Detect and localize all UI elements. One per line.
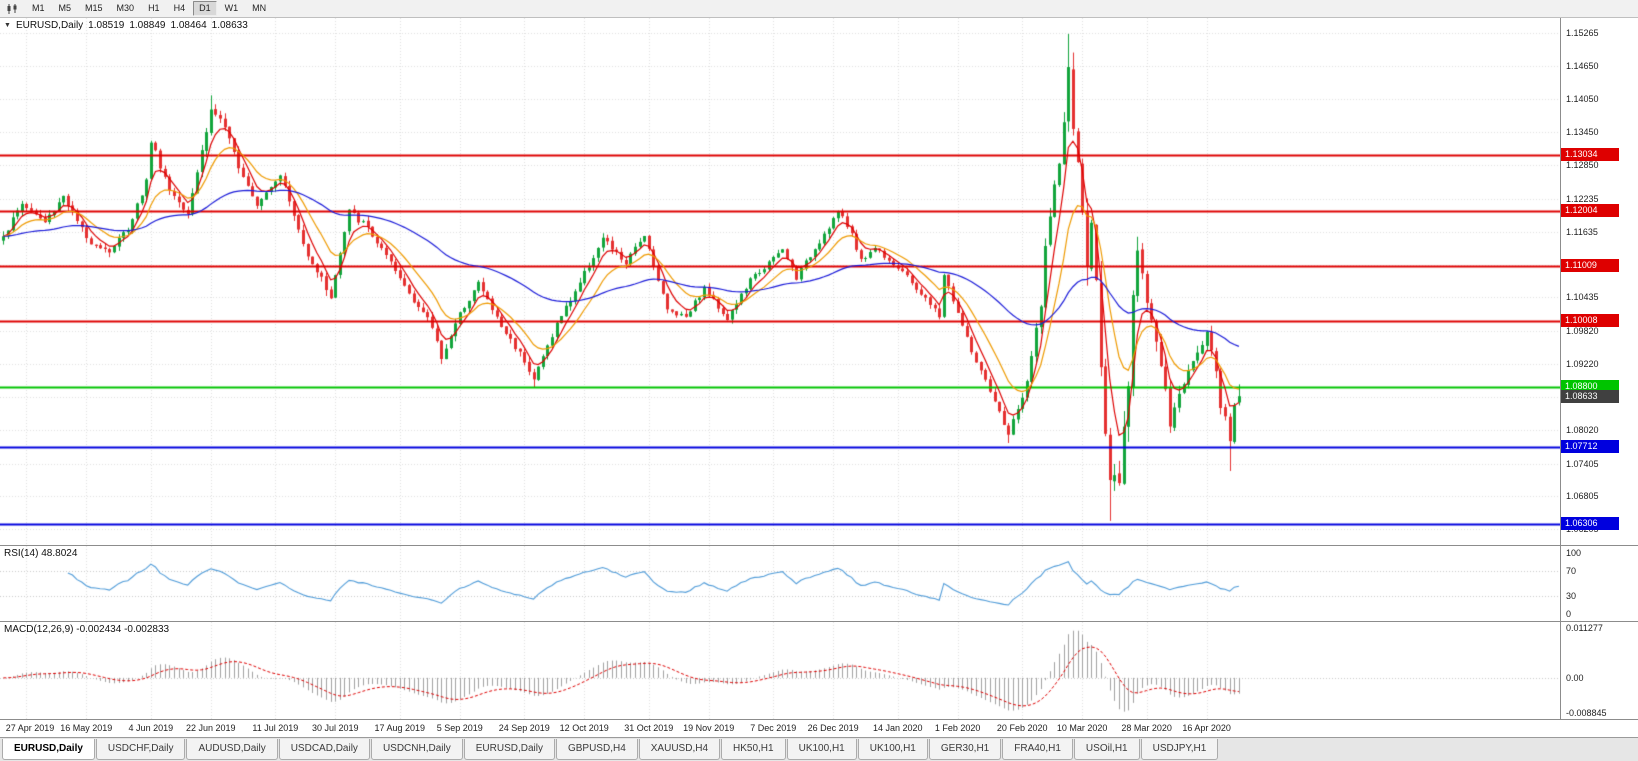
- chart-tab[interactable]: UK100,H1: [857, 739, 928, 760]
- price-axis-tick: 1.15265: [1566, 27, 1599, 38]
- price-level-badge: 1.06306: [1561, 516, 1619, 530]
- date-axis-label: 16 Apr 2020: [1182, 723, 1231, 733]
- date-axis-label: 14 Jan 2020: [872, 723, 923, 733]
- chart-tab[interactable]: HK50,H1: [721, 739, 786, 760]
- macd-axis[interactable]: 0.011277 0.00 -0.008845: [1560, 622, 1638, 719]
- date-axis-label: 27 Apr 2019: [5, 723, 55, 733]
- date-axis-label: 24 Sep 2019: [498, 723, 550, 733]
- timeframe-toolbar: M1 M5 M15 M30 H1 H4 D1 W1 MN: [0, 0, 1638, 18]
- symbol-dropdown-icon: ▼: [4, 22, 11, 29]
- chart-tab[interactable]: UK100,H1: [786, 739, 857, 760]
- date-axis-label: 10 Mar 2020: [1056, 723, 1108, 733]
- timeframe-button-m1[interactable]: M1: [32, 3, 45, 13]
- price-axis-tick: 1.10435: [1566, 292, 1599, 303]
- date-axis-label: 28 Mar 2020: [1121, 723, 1172, 733]
- price-level-badge: 1.08800: [1561, 380, 1619, 394]
- ohlc-high: 1.08849: [129, 20, 166, 31]
- chart-tab[interactable]: USDCHF,Daily: [95, 739, 186, 760]
- chart-tab-bar: EURUSD,Daily USDCHF,Daily AUDUSD,Daily USDC…: [0, 737, 1638, 761]
- timeframe-button-h1[interactable]: H1: [148, 3, 160, 13]
- current-price-badge: 1.08633: [1561, 390, 1619, 404]
- price-level-badge: 1.13034: [1561, 147, 1619, 161]
- timeframe-button-m15[interactable]: M15: [85, 3, 103, 13]
- chart-ohlc-label: ▼ EURUSD,Daily 1.08519 1.08849 1.08464 1…: [4, 20, 248, 31]
- price-axis-tick: 1.14050: [1566, 94, 1599, 105]
- rsi-label: RSI(14) 48.8024: [4, 548, 78, 559]
- date-axis-label: 11 Jul 2019: [252, 723, 299, 733]
- date-axis-label: 12 Oct 2019: [559, 723, 609, 733]
- macd-pane: MACD(12,26,9) -0.002434 -0.002833 0.0112…: [0, 621, 1638, 719]
- timeframe-button-d1[interactable]: D1: [193, 1, 217, 16]
- price-axis[interactable]: 1.15265 1.14650 1.14050 1.13450 1.12850 1.122…: [1560, 18, 1638, 545]
- ohlc-open: 1.08519: [88, 20, 125, 31]
- chart-tab[interactable]: AUDUSD,Daily: [186, 739, 278, 760]
- rsi-axis-tick: 0: [1566, 609, 1572, 619]
- price-axis-tick: 1.06805: [1566, 491, 1599, 502]
- date-axis-label: 7 Dec 2019: [750, 723, 797, 733]
- price-level-badge: 1.07712: [1561, 439, 1619, 453]
- timeframe-button-h4[interactable]: H4: [173, 3, 186, 13]
- date-axis-label: 30 Jul 2019: [311, 723, 359, 733]
- price-axis-tick: 1.11635: [1566, 226, 1598, 237]
- chart-tab[interactable]: EURUSD,Daily: [463, 739, 555, 760]
- price-pane: ▼ EURUSD,Daily 1.08519 1.08849 1.08464 1…: [0, 18, 1638, 545]
- date-axis-label: 26 Dec 2019: [807, 723, 859, 733]
- ohlc-low: 1.08464: [170, 20, 207, 31]
- macd-axis-tick: 0.00: [1566, 672, 1584, 683]
- chart-symbol-label: EURUSD,Daily: [15, 20, 84, 31]
- date-axis-label: 22 Jun 2019: [185, 723, 236, 733]
- price-axis-tick: 1.12235: [1566, 193, 1599, 204]
- timeframe-button-m30[interactable]: M30: [116, 3, 135, 13]
- price-axis-tick: 1.09220: [1566, 359, 1599, 370]
- chart-tab[interactable]: FRA40,H1: [1002, 739, 1073, 760]
- chart-tab[interactable]: XAUUSD,H4: [638, 739, 721, 760]
- chart-tab[interactable]: USDCNH,Daily: [370, 739, 463, 760]
- price-chart-canvas[interactable]: [0, 18, 1560, 545]
- rsi-axis-tick: 70: [1566, 566, 1577, 577]
- timeframe-button-m5[interactable]: M5: [58, 3, 72, 13]
- macd-canvas[interactable]: [0, 622, 1560, 719]
- timeframe-button-w1[interactable]: W1: [224, 3, 239, 13]
- date-axis-label: 31 Oct 2019: [624, 723, 674, 733]
- price-level-badge: 1.11009: [1561, 258, 1619, 272]
- macd-axis-tick: 0.011277: [1566, 623, 1603, 633]
- rsi-pane: RSI(14) 48.8024 100 70 30 0: [0, 545, 1638, 621]
- date-axis[interactable]: 27 Apr 2019 16 May 2019 4 Jun 2019 22 Jun 2…: [0, 719, 1638, 737]
- timeframe-button-mn[interactable]: MN: [252, 3, 267, 13]
- price-axis-tick: 1.13450: [1566, 127, 1599, 138]
- price-level-badge: 1.10008: [1561, 313, 1619, 327]
- chart-tab[interactable]: USOil,H1: [1073, 739, 1140, 760]
- candlestick-chart-icon[interactable]: [3, 1, 21, 16]
- ohlc-close: 1.08633: [211, 20, 248, 31]
- timeframe-buttons: M1 M5 M15 M30 H1 H4 D1 W1 MN: [26, 1, 272, 16]
- macd-label: MACD(12,26,9) -0.002434 -0.002833: [4, 624, 170, 635]
- rsi-canvas[interactable]: [0, 546, 1560, 621]
- chart-tab[interactable]: USDJPY,H1: [1140, 739, 1219, 760]
- date-axis-label: 20 Feb 2020: [996, 723, 1048, 733]
- date-axis-label: 4 Jun 2019: [128, 723, 174, 733]
- date-axis-label: 1 Feb 2020: [934, 723, 981, 733]
- date-axis-label: 19 Nov 2019: [683, 723, 735, 733]
- chart-tab[interactable]: GBPUSD,H4: [555, 739, 638, 760]
- date-axis-label: 5 Sep 2019: [436, 723, 483, 733]
- price-level-badge: 1.12004: [1561, 204, 1619, 218]
- chart-tab[interactable]: USDCAD,Daily: [278, 739, 370, 760]
- date-axis-label: 17 Aug 2019: [374, 723, 426, 733]
- date-axis-label: 16 May 2019: [60, 723, 113, 733]
- rsi-axis-tick: 100: [1566, 548, 1582, 558]
- rsi-axis[interactable]: 100 70 30 0: [1560, 546, 1638, 621]
- price-axis-tick: 1.12850: [1566, 159, 1599, 170]
- chart-tab[interactable]: EURUSD,Daily: [2, 739, 95, 760]
- price-axis-tick: 1.14650: [1566, 61, 1599, 72]
- rsi-axis-tick: 30: [1566, 590, 1577, 601]
- chart-tab[interactable]: GER30,H1: [928, 739, 1002, 760]
- price-axis-tick: 1.07405: [1566, 458, 1599, 469]
- price-axis-tick: 1.09820: [1566, 326, 1599, 337]
- price-axis-tick: 1.08020: [1566, 424, 1599, 435]
- chart-area: ▼ EURUSD,Daily 1.08519 1.08849 1.08464 1…: [0, 18, 1638, 737]
- macd-axis-tick: -0.008845: [1566, 708, 1607, 718]
